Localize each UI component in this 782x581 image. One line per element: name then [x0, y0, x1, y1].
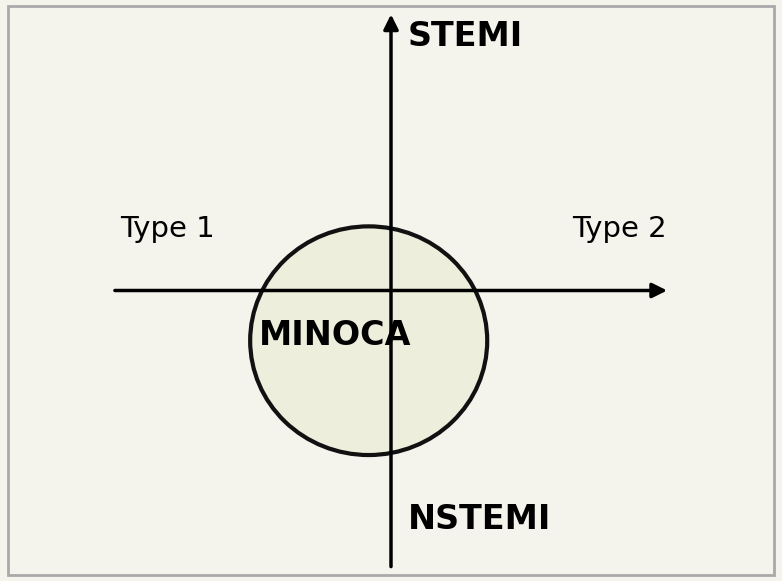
Text: Type 1: Type 1	[120, 215, 215, 243]
Ellipse shape	[250, 227, 487, 455]
Text: Type 2: Type 2	[572, 215, 667, 243]
Text: NSTEMI: NSTEMI	[407, 503, 551, 536]
Text: MINOCA: MINOCA	[259, 318, 411, 352]
Text: STEMI: STEMI	[407, 20, 523, 53]
